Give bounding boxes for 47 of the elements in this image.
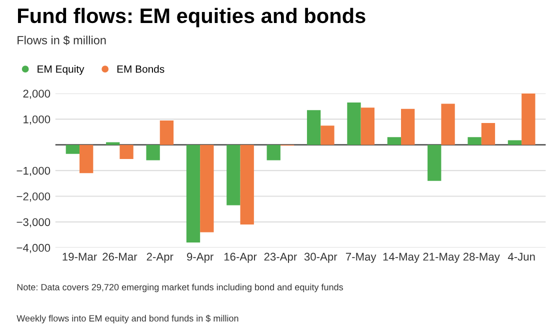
bar <box>240 144 254 225</box>
bar <box>441 104 455 145</box>
x-tick-label: 26-Mar <box>102 252 138 261</box>
y-tick-label: −4,000 <box>16 244 50 254</box>
bar <box>146 144 160 160</box>
y-tick-label: −1,000 <box>16 166 50 176</box>
bar <box>266 144 280 160</box>
y-tick-label: −2,000 <box>16 192 50 202</box>
bar <box>120 144 134 159</box>
text: Note: Data covers 29,720 emerging market funds including bond and equity funds <box>17 284 343 292</box>
x-tick-label: 21-May <box>423 252 460 263</box>
bar <box>468 137 482 145</box>
bar <box>360 108 374 145</box>
bar <box>226 144 240 206</box>
legend-label: EM Bonds <box>117 65 164 73</box>
bar <box>106 142 120 145</box>
chart-subtitle: Flows in $ million <box>18 36 106 46</box>
x-tick-label: 9-Apr <box>187 252 214 263</box>
bar <box>320 126 334 145</box>
bar <box>66 144 80 154</box>
bar <box>508 140 522 145</box>
x-tick-label: 23-Apr <box>264 252 297 263</box>
bar <box>428 144 442 181</box>
bar <box>387 137 402 145</box>
bar <box>401 108 415 145</box>
bar <box>80 144 94 174</box>
bar <box>186 144 200 242</box>
bar <box>522 93 536 145</box>
y-tick-label: 1,000 <box>24 115 50 125</box>
bar <box>347 102 361 145</box>
x-tick-label: 14-May <box>383 252 420 263</box>
y-tick-label: 2,000 <box>23 90 50 99</box>
x-tick-label: 4-Jun <box>508 252 535 261</box>
x-tick-label: 30-Apr <box>304 252 338 263</box>
bar <box>481 123 496 145</box>
y-tick-label: −3,000 <box>16 218 50 228</box>
bar <box>160 120 174 145</box>
bar <box>306 110 321 145</box>
legend-label: EM Equity <box>38 65 84 75</box>
x-tick-label: 7-May <box>346 252 376 263</box>
chart-title: Fund flows: EM equities and bonds <box>18 8 366 28</box>
text: Weekly flows into EM equity and bond funds in $ million <box>16 314 238 324</box>
bar <box>200 144 214 232</box>
x-tick-label: 2-Apr <box>146 252 174 263</box>
x-tick-label: 28-May <box>463 252 500 263</box>
x-tick-label: 16-Apr <box>224 252 257 263</box>
x-tick-label: 19-Mar <box>62 252 97 261</box>
